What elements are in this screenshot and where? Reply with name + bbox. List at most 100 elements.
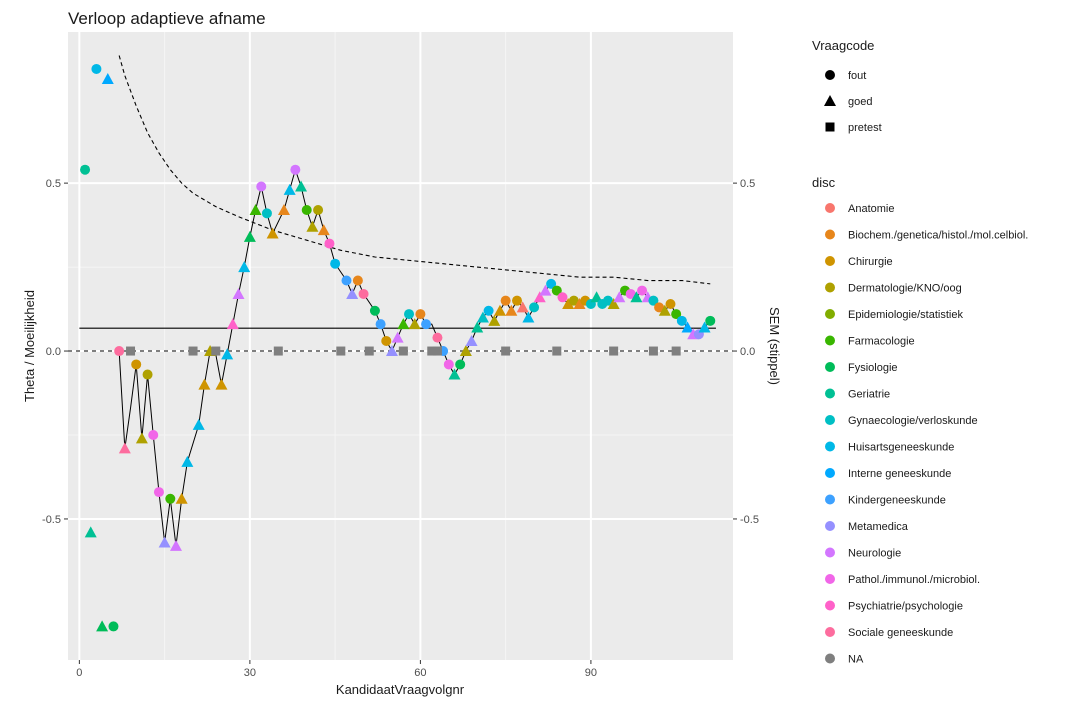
data-point [192, 418, 205, 430]
data-point [654, 302, 665, 313]
data-point [175, 492, 188, 504]
data-points [80, 63, 716, 632]
data-point [602, 295, 613, 306]
data-point [590, 291, 603, 303]
legend-color-key [825, 309, 835, 319]
data-point [607, 298, 620, 310]
data-point [324, 238, 335, 249]
legend-color-label: Farmacologie [848, 336, 915, 348]
data-point [169, 539, 182, 551]
legend-color-key [825, 574, 835, 584]
data-point [358, 288, 369, 299]
data-point [375, 319, 386, 330]
data-point [501, 346, 511, 356]
data-point [211, 346, 221, 356]
legend-color-key [825, 521, 835, 531]
data-point [415, 309, 426, 320]
data-point [500, 295, 511, 306]
data-point [705, 315, 716, 326]
legend-color-label: Fysiologie [848, 362, 898, 374]
data-point [153, 487, 164, 498]
data-point [397, 318, 410, 330]
data-point [516, 301, 529, 313]
data-point [648, 346, 658, 356]
data-point [427, 346, 437, 356]
legend-color-label: Geriatrie [848, 389, 890, 401]
legend-color-key [825, 388, 835, 399]
legend-color-label: NA [848, 654, 864, 666]
legend-color-key [825, 600, 835, 611]
data-point [108, 621, 119, 632]
data-point [317, 224, 330, 236]
data-point [165, 493, 176, 504]
data-point [488, 314, 501, 326]
legend-color-key [825, 203, 835, 213]
data-point [465, 334, 478, 346]
legend-color-label: Epidemiologie/statistiek [848, 309, 963, 321]
data-point [158, 536, 171, 548]
data-point [84, 526, 97, 538]
data-point [681, 321, 694, 333]
legend-color-key [825, 335, 835, 346]
data-point [625, 288, 636, 299]
legend-shape-label: fout [848, 70, 866, 82]
data-point [522, 311, 535, 323]
data-point [505, 304, 518, 316]
data-point [455, 359, 466, 370]
data-point [698, 321, 711, 333]
data-point [91, 63, 102, 74]
legend-color-label: Neurologie [848, 548, 901, 560]
data-point [476, 311, 489, 323]
y-axis-label: Theta / Moeilijkheid [22, 290, 37, 402]
legend-disc: disc Anatomie Biochem./genetica/histol./m… [812, 175, 1028, 666]
data-point [346, 287, 359, 299]
data-point [557, 292, 568, 303]
data-point [637, 285, 648, 296]
axis-ticks: 0 30 60 90 -0.5 -0.5 0.0 0.0 0.5 0.5 [42, 178, 759, 679]
legend-color-label: Biochem./genetica/histol./mol.celbiol. [848, 230, 1028, 242]
data-point [512, 295, 523, 306]
data-point [142, 369, 153, 380]
data-point [459, 345, 472, 357]
data-point [562, 298, 575, 310]
x-tick-label: 90 [585, 667, 597, 679]
data-point [471, 321, 484, 333]
data-point [546, 278, 557, 289]
x-tick-label: 30 [244, 667, 256, 679]
data-point [493, 304, 506, 316]
data-point [135, 432, 148, 444]
y2-axis-label: SEM (stippel) [767, 307, 782, 385]
legend-color-key [825, 627, 835, 637]
data-point [295, 180, 308, 192]
data-point [256, 181, 267, 192]
legend-color-label: Chirurgie [848, 256, 893, 268]
data-point [671, 346, 681, 356]
data-point [613, 291, 626, 303]
legend-color-label: Metamedica [848, 521, 909, 533]
data-point [118, 442, 131, 454]
legend-color-key [825, 547, 835, 558]
data-point [188, 346, 198, 356]
legend-color-label: Dermatologie/KNO/oog [848, 283, 962, 295]
data-point [529, 302, 540, 313]
data-point [277, 203, 290, 215]
data-point [398, 346, 408, 356]
legend-color-label: Anatomie [848, 203, 894, 215]
legend-color-key [825, 256, 835, 266]
data-point [301, 204, 312, 215]
data-point [336, 346, 346, 356]
legend-shape-key [824, 95, 836, 106]
data-point [381, 335, 392, 346]
x-tick-label: 60 [414, 667, 426, 679]
data-point [114, 346, 125, 357]
legend-color-key [825, 653, 835, 664]
data-point [249, 203, 262, 215]
data-point [306, 220, 319, 232]
data-point [665, 299, 676, 310]
y-tick-label: -0.5 [42, 514, 61, 526]
data-point [273, 346, 283, 356]
data-point [369, 305, 380, 316]
legend-color-label: Psychiatrie/psychologie [848, 601, 963, 613]
data-point [408, 318, 421, 330]
